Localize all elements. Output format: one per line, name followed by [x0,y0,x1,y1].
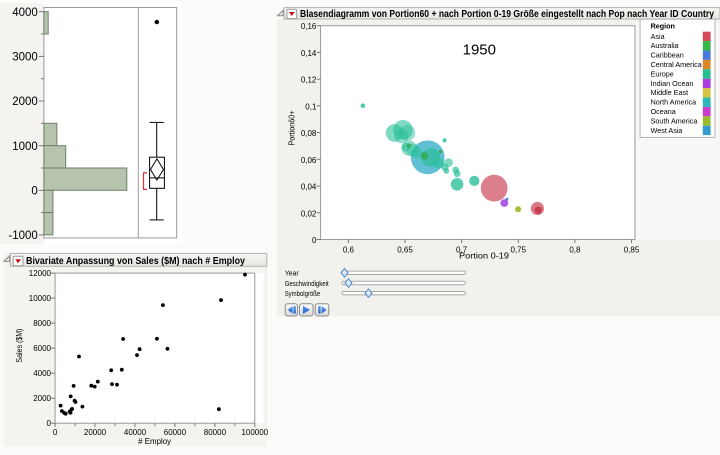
svg-text:60000: 60000 [164,428,187,437]
svg-text:-1000: -1000 [8,230,37,242]
svg-text:Australia: Australia [651,41,679,50]
svg-text:0,06: 0,06 [301,156,317,165]
svg-text:8000: 8000 [33,319,51,328]
svg-text:Region: Region [651,22,675,31]
svg-text:Geschwindigkeit: Geschwindigkeit [285,279,330,288]
svg-text:0: 0 [47,419,52,428]
svg-text:Europe: Europe [651,69,674,78]
svg-text:Indian Ocean: Indian Ocean [651,79,694,88]
svg-text:Year: Year [285,269,299,278]
svg-text:0: 0 [312,236,317,245]
svg-text:10000: 10000 [29,294,52,303]
svg-text:20000: 20000 [84,428,107,437]
svg-text:Symbolgröße: Symbolgröße [285,289,321,298]
svg-text:Central America: Central America [651,60,702,69]
svg-text:Portion60+: Portion60+ [288,110,297,145]
svg-text:Oceana: Oceana [651,107,676,116]
svg-text:4000: 4000 [12,7,38,19]
svg-text:3000: 3000 [12,52,38,64]
svg-text:2000: 2000 [33,394,51,403]
svg-text:40000: 40000 [124,428,147,437]
svg-text:100000: 100000 [241,428,268,437]
svg-text:Sales ($M): Sales ($M) [15,328,24,362]
svg-text:80000: 80000 [204,428,227,437]
svg-text:0,65: 0,65 [397,245,413,254]
svg-text:0: 0 [31,186,37,198]
svg-text:Asia: Asia [651,32,665,41]
svg-text:South America: South America [651,116,698,125]
svg-text:Caribbean: Caribbean [651,51,684,60]
svg-text:0,02: 0,02 [301,209,317,218]
svg-text:0,75: 0,75 [511,245,527,254]
svg-text:0,85: 0,85 [624,245,640,254]
svg-text:0: 0 [53,428,58,437]
svg-text:0,8: 0,8 [569,245,581,254]
svg-text:0,04: 0,04 [301,183,317,192]
svg-text:Blasendiagramm von Portion60 +: Blasendiagramm von Portion60 + nach Port… [300,8,714,20]
svg-text:1000: 1000 [12,141,38,153]
svg-text:0,08: 0,08 [301,129,317,138]
svg-text:0,1: 0,1 [305,102,317,111]
svg-text:Bivariate Anpassung von Sales: Bivariate Anpassung von Sales ($M) nach … [26,255,245,267]
svg-text:North America: North America [651,98,697,107]
svg-text:Middle East: Middle East [651,88,689,97]
svg-text:4000: 4000 [33,369,51,378]
svg-text:0,7: 0,7 [456,245,468,254]
svg-text:0,16: 0,16 [301,22,317,31]
svg-text:# Employ: # Employ [138,437,171,446]
svg-text:6000: 6000 [33,344,51,353]
svg-text:12000: 12000 [29,269,52,278]
svg-text:2000: 2000 [12,96,38,108]
svg-text:0,12: 0,12 [301,76,317,85]
svg-text:0,14: 0,14 [301,49,317,58]
svg-text:0,6: 0,6 [343,245,355,254]
svg-text:1950: 1950 [463,41,496,58]
svg-text:Portion 0-19: Portion 0-19 [459,252,510,261]
svg-text:West Asia: West Asia [651,126,683,135]
